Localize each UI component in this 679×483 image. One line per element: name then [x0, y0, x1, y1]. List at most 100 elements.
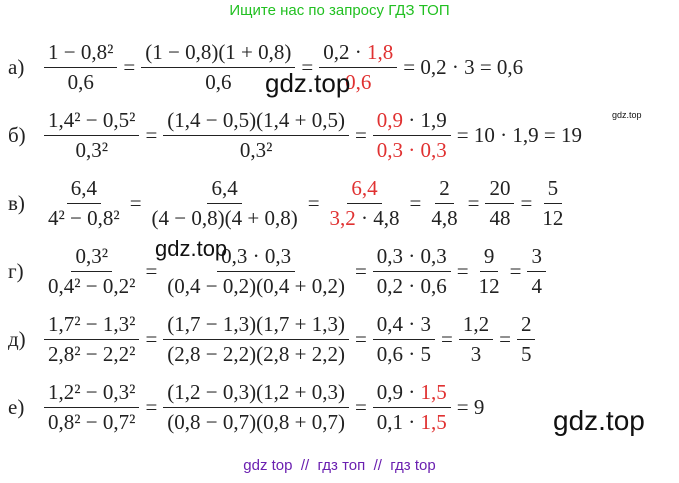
- denominator: 0,8² − 0,7²: [44, 408, 139, 435]
- fraction: 5 12: [538, 176, 567, 231]
- denominator: 48: [485, 204, 514, 231]
- numerator: 0,3 · 0,3: [217, 244, 296, 272]
- fraction: 0,3 · 0,3 (0,4 − 0,2)(0,4 + 0,2): [163, 244, 349, 299]
- fraction: 6,4 (4 − 0,8)(4 + 0,8): [148, 176, 302, 231]
- watermark: gdz.top: [265, 68, 351, 98]
- math-text: 48: [489, 205, 511, 230]
- math-text: 2: [520, 311, 532, 336]
- math-text: 12: [542, 205, 564, 230]
- math-text: · 1,9: [403, 107, 447, 132]
- equation-row: е) 1,2² − 0,3² 0,8² − 0,7² = (1,2 − 0,3)(1,2…: [8, 376, 486, 438]
- denominator: 3,2 · 4,8: [326, 204, 404, 231]
- operator: =: [467, 190, 480, 215]
- operator: = 0,2 · 3 = 0,6: [403, 54, 524, 79]
- numerator: (1 − 0,8)(1 + 0,8): [141, 39, 296, 68]
- math-text: 0,2 ·: [323, 39, 367, 64]
- fraction: 1,4² − 0,5² 0,3²: [44, 107, 140, 163]
- numerator: 1,4² − 0,5²: [44, 107, 140, 136]
- highlight: 1,5: [420, 409, 447, 434]
- numerator: (1,7 − 1,3)(1,7 + 1,3): [163, 312, 349, 340]
- math-text: (1,2 − 0,3)(1,2 + 0,3): [167, 379, 345, 404]
- numerator: (1,4 − 0,5)(1,4 + 0,5): [163, 108, 349, 136]
- row-label: б): [8, 122, 26, 147]
- numerator: 20: [485, 176, 515, 204]
- row-label: в): [8, 190, 25, 215]
- numerator: 2: [435, 176, 454, 204]
- math-text: 1,2² − 0,3²: [48, 379, 136, 404]
- numerator: 0,3 · 0,3: [372, 243, 451, 272]
- equation-row: а) 1 − 0,8² 0,6 = (1 − 0,8)(1 + 0,8) 0,6 = 0,2 …: [8, 36, 525, 98]
- denominator: 0,3²: [71, 136, 112, 163]
- highlight: 3,2: [329, 205, 356, 230]
- numerator: 6,4: [66, 176, 101, 204]
- fraction: 1,7² − 1,3² 2,8² − 2,2²: [44, 311, 140, 367]
- math-text: (1,7 − 1,3)(1,7 + 1,3): [167, 311, 345, 336]
- numerator: 1,2: [458, 312, 494, 340]
- denominator: 2,8² − 2,2²: [44, 340, 139, 367]
- highlight: 1,8: [367, 39, 394, 64]
- math-text: 0,6 · 5: [376, 341, 432, 366]
- math-text: 0,6: [205, 69, 232, 94]
- fraction: 0,3² 0,4² − 0,2²: [44, 244, 139, 299]
- operator: =: [499, 326, 511, 351]
- math-text: 4² − 0,8²: [48, 205, 120, 230]
- denominator: 0,3 · 0,3: [373, 136, 451, 163]
- math-text: 0,3²: [239, 137, 273, 162]
- denominator: 0,6: [201, 68, 235, 95]
- numerator: (1,2 − 0,3)(1,2 + 0,3): [163, 380, 349, 408]
- math-text: (0,8 − 0,7)(0,8 + 0,7): [167, 409, 345, 434]
- math-text: 2,8² − 2,2²: [48, 341, 136, 366]
- fraction: 20 48: [485, 176, 515, 231]
- denominator: (2,8 − 2,2)(2,8 + 2,2): [163, 340, 349, 367]
- equation-row: д) 1,7² − 1,3² 2,8² − 2,2² = (1,7 − 1,3)(1,7…: [8, 308, 539, 370]
- fraction: (1,7 − 1,3)(1,7 + 1,3) (2,8 − 2,2)(2,8 + …: [163, 312, 349, 367]
- math-text: 1 − 0,8²: [48, 39, 114, 64]
- math-text: (1 − 0,8)(1 + 0,8): [145, 39, 292, 64]
- math-text: 4,8: [431, 205, 458, 230]
- operator: =: [123, 54, 136, 79]
- fraction: 0,4 · 3 0,6 · 5: [372, 312, 436, 367]
- highlight: 0,6: [345, 69, 372, 94]
- watermark: gdz.top: [553, 405, 645, 436]
- fraction: 6,4 3,2 · 4,8: [326, 176, 404, 231]
- math-text: 0,9 ·: [376, 379, 421, 404]
- fraction: 0,9 · 1,5 0,1 · 1,5: [372, 379, 451, 435]
- denominator: 0,1 · 1,5: [373, 408, 451, 435]
- math-text: 0,3 · 0,3: [376, 243, 447, 268]
- operator: =: [145, 394, 158, 419]
- fraction: (1,2 − 0,3)(1,2 + 0,3) (0,8 − 0,7)(0,8 + …: [163, 380, 349, 435]
- denominator: 3: [467, 340, 486, 367]
- math-text: 3: [470, 341, 482, 366]
- numerator: 1,7² − 1,3²: [44, 311, 140, 340]
- denominator: 0,6 · 5: [373, 340, 435, 367]
- operator: =: [520, 190, 533, 215]
- math-text: (1,4 − 0,5)(1,4 + 0,5): [167, 107, 345, 132]
- math-text: 0,4² − 0,2²: [48, 273, 136, 298]
- math-text: 9: [483, 243, 495, 268]
- operator: =: [145, 326, 158, 351]
- math-text: 1,4² − 0,5²: [48, 107, 136, 132]
- math-text: 1,7² − 1,3²: [48, 311, 136, 336]
- operator: =: [354, 258, 367, 283]
- numerator: 2: [516, 311, 536, 340]
- math-text: 0,6: [67, 69, 94, 94]
- operator: =: [145, 258, 158, 283]
- math-text: 12: [478, 273, 500, 298]
- numerator: 5: [543, 176, 563, 204]
- operator: =: [441, 326, 453, 351]
- math-text: 0,8² − 0,7²: [48, 409, 136, 434]
- math-text: · 4,8: [355, 205, 400, 230]
- numerator: 6,4: [347, 176, 382, 204]
- fraction: 2 4,8: [427, 176, 461, 231]
- watermark: gdz.top: [155, 236, 228, 261]
- math-text: 0,1 ·: [376, 409, 421, 434]
- operator: =: [129, 190, 142, 215]
- fraction: 1,2² − 0,3² 0,8² − 0,7²: [44, 379, 140, 435]
- fraction: 0,2 · 1,8 0,6: [319, 39, 398, 95]
- denominator: 4,8: [427, 204, 461, 231]
- operator: =: [145, 122, 158, 147]
- denominator: 12: [538, 204, 567, 231]
- numerator: 0,2 · 1,8: [319, 39, 398, 68]
- denominator: 12: [475, 272, 504, 299]
